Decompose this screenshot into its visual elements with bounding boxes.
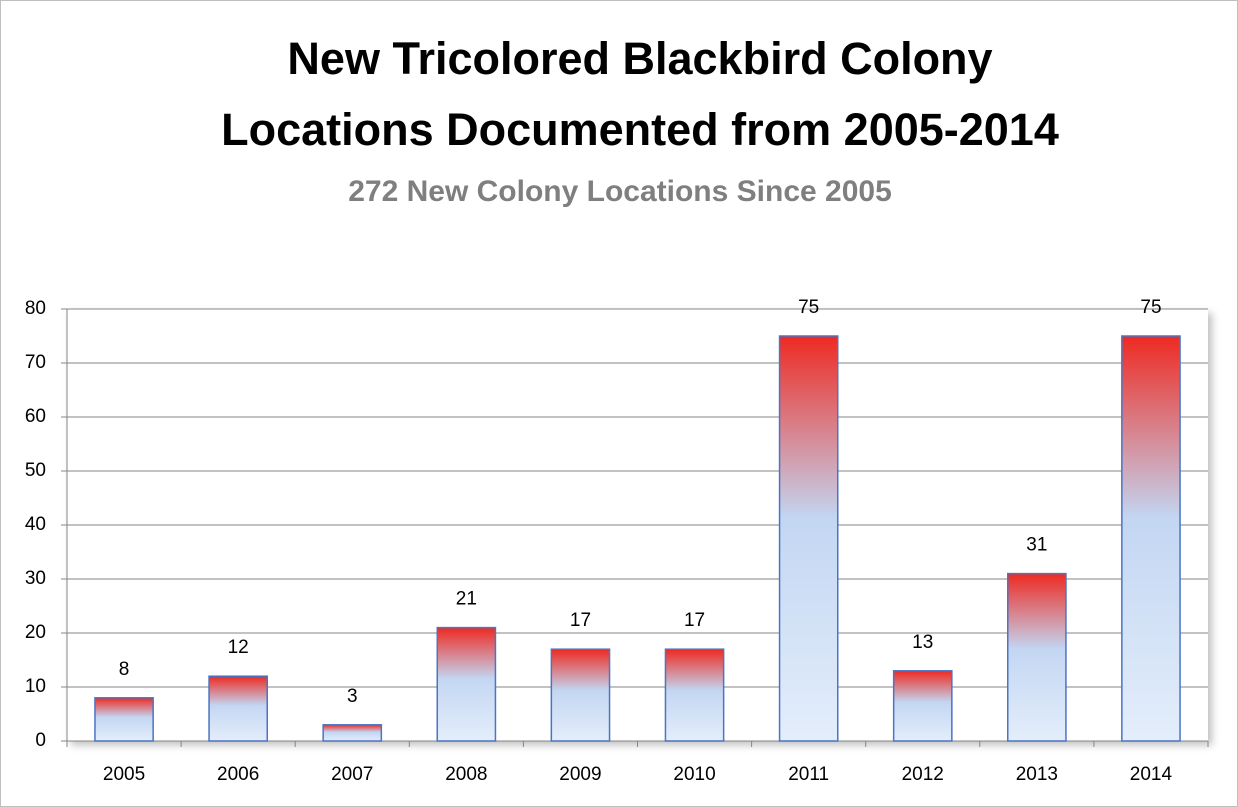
bar <box>664 648 725 742</box>
bar <box>778 335 839 742</box>
bar <box>1121 335 1181 742</box>
data-label: 21 <box>456 589 477 610</box>
bar <box>94 697 154 742</box>
x-tick-label: 2010 <box>673 764 715 785</box>
bar <box>322 724 383 742</box>
y-tick-label: 10 <box>25 676 46 697</box>
chart-subtitle: 272 New Colony Locations Since 2005 <box>348 175 892 208</box>
x-tick-label: 2007 <box>331 764 373 785</box>
data-label: 75 <box>798 297 819 318</box>
data-label: 17 <box>684 610 705 631</box>
y-tick-label: 70 <box>25 352 46 373</box>
x-tick-label: 2005 <box>103 764 145 785</box>
data-label: 31 <box>1026 535 1047 556</box>
y-tick-label: 40 <box>25 514 46 535</box>
bar <box>208 675 268 742</box>
chart-title: New Tricolored Blackbird Colony <box>287 33 992 84</box>
x-tick-label: 2013 <box>1016 764 1058 785</box>
data-label: 75 <box>1140 297 1161 318</box>
x-tick-label: 2009 <box>559 764 601 785</box>
y-tick-label: 80 <box>25 298 46 319</box>
x-tick-label: 2006 <box>217 764 259 785</box>
x-tick-label: 2014 <box>1130 764 1173 785</box>
bar <box>550 648 611 742</box>
y-tick-label: 0 <box>35 730 46 751</box>
plot: 0 10 20 30 40 50 60 70 80 2005 8 2006 12 2007 3 2008 21 2… <box>25 297 1209 785</box>
x-tick-label: 2008 <box>445 764 487 785</box>
bar <box>436 626 497 742</box>
y-tick-label: 20 <box>25 622 46 643</box>
data-label: 3 <box>347 686 358 707</box>
x-tick-label: 2012 <box>902 764 944 785</box>
data-label: 12 <box>228 637 249 658</box>
data-label: 17 <box>570 610 591 631</box>
bar <box>892 670 953 742</box>
y-tick-label: 50 <box>25 460 46 481</box>
x-tick-label: 2011 <box>788 764 829 785</box>
chart-title: Locations Documented from 2005-2014 <box>221 104 1059 155</box>
data-label: 8 <box>119 659 130 680</box>
bar <box>1007 572 1067 742</box>
data-label: 13 <box>912 632 933 653</box>
y-tick-label: 30 <box>25 568 46 589</box>
y-tick-label: 60 <box>25 406 46 427</box>
